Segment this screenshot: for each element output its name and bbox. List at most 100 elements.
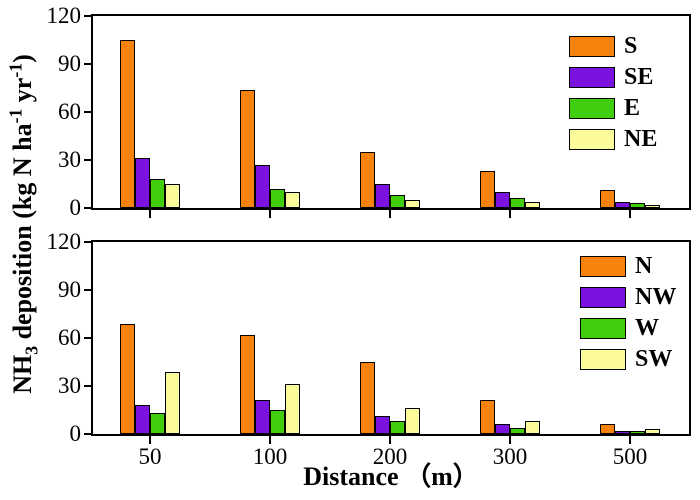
legend-swatch-W bbox=[580, 317, 626, 339]
x-tick-label-200: 200 bbox=[372, 444, 408, 469]
bar-NE-100m bbox=[285, 192, 300, 208]
bar-SE-300m bbox=[495, 192, 510, 208]
x-tick bbox=[509, 210, 511, 218]
x-tick bbox=[629, 210, 631, 218]
bar-NW-300m bbox=[495, 424, 510, 434]
x-tick bbox=[269, 436, 271, 444]
bar-E-300m bbox=[510, 198, 525, 208]
bar-N-300m bbox=[480, 400, 495, 434]
y-tick-label: 120 bbox=[46, 229, 82, 254]
y-tick-label: 0 bbox=[69, 421, 82, 446]
y-tick bbox=[84, 63, 91, 65]
bar-NW-500m bbox=[615, 431, 630, 434]
legend-entry-W: W bbox=[580, 315, 659, 341]
y-tick-label: 30 bbox=[58, 147, 81, 172]
legend-entry-S: S bbox=[569, 33, 637, 59]
bar-NW-200m bbox=[375, 416, 390, 434]
bar-SE-200m bbox=[375, 184, 390, 208]
y-tick bbox=[84, 385, 91, 387]
y-tick bbox=[84, 337, 91, 339]
x-tick-label-100: 100 bbox=[252, 444, 288, 469]
bar-NE-50m bbox=[165, 184, 180, 208]
bar-S-100m bbox=[240, 90, 255, 208]
bar-SW-50m bbox=[165, 372, 180, 434]
legend-label-NW: NW bbox=[635, 284, 677, 310]
bar-SW-200m bbox=[405, 408, 420, 434]
bar-NE-500m bbox=[645, 205, 660, 208]
bar-SW-500m bbox=[645, 429, 660, 434]
bar-W-50m bbox=[150, 413, 165, 434]
legend-label-W: W bbox=[635, 315, 659, 341]
legend-entry-E: E bbox=[569, 95, 640, 121]
y-tick bbox=[84, 159, 91, 161]
y-tick-label: 90 bbox=[58, 277, 81, 302]
bar-SE-50m bbox=[135, 158, 150, 208]
y-tick-label: 30 bbox=[58, 373, 81, 398]
y-tick bbox=[84, 241, 91, 243]
bar-S-50m bbox=[120, 40, 135, 208]
x-tick bbox=[629, 436, 631, 444]
y-tick-label: 0 bbox=[69, 195, 82, 220]
legend-entry-SE: SE bbox=[569, 64, 653, 90]
legend-label-E: E bbox=[624, 95, 641, 121]
bar-NW-100m bbox=[255, 400, 270, 434]
legend-swatch-SE bbox=[569, 66, 615, 88]
y-tick bbox=[84, 15, 91, 17]
legend-entry-SW: SW bbox=[580, 346, 672, 372]
legend-swatch-S bbox=[569, 35, 615, 57]
bar-SW-300m bbox=[525, 421, 540, 434]
bar-W-100m bbox=[270, 410, 285, 434]
y-tick bbox=[84, 289, 91, 291]
bar-NW-50m bbox=[135, 405, 150, 434]
y-tick-label: 120 bbox=[46, 3, 82, 28]
y-axis-title-part: -1 bbox=[5, 108, 26, 124]
bar-E-500m bbox=[630, 203, 645, 208]
bar-N-200m bbox=[360, 362, 375, 434]
y-tick bbox=[84, 433, 91, 435]
legend-label-S: S bbox=[624, 33, 638, 59]
y-tick-label: 90 bbox=[58, 51, 81, 76]
legend-swatch-SW bbox=[580, 348, 626, 370]
x-tick bbox=[149, 210, 151, 218]
y-tick bbox=[84, 207, 91, 209]
bar-S-300m bbox=[480, 171, 495, 208]
x-tick bbox=[149, 436, 151, 444]
legend-label-SE: SE bbox=[624, 64, 654, 90]
y-tick-label: 60 bbox=[58, 325, 81, 350]
bar-N-50m bbox=[120, 324, 135, 434]
lower-panel: 0 30 60 90 120 50 100 200 300 500 N NW W SW bbox=[47, 229, 691, 469]
bar-E-100m bbox=[270, 189, 285, 208]
bar-W-200m bbox=[390, 421, 405, 434]
x-tick bbox=[389, 210, 391, 218]
x-tick bbox=[269, 210, 271, 218]
legend-entry-NE: NE bbox=[569, 126, 657, 152]
legend-swatch-NE bbox=[569, 128, 615, 150]
legend-swatch-NW bbox=[580, 286, 626, 308]
x-tick-label-500: 500 bbox=[612, 444, 648, 469]
bar-NE-200m bbox=[405, 200, 420, 208]
y-axis-title-part: -1 bbox=[5, 62, 26, 78]
x-tick-label-50: 50 bbox=[138, 444, 162, 469]
x-tick-label-300: 300 bbox=[492, 444, 528, 469]
legend-label-SW: SW bbox=[635, 346, 673, 372]
y-tick bbox=[84, 111, 91, 113]
bar-SW-100m bbox=[285, 384, 300, 434]
x-tick bbox=[509, 436, 511, 444]
upper-panel: 0 30 60 90 120 S SE E NE bbox=[47, 3, 691, 220]
x-tick bbox=[389, 436, 391, 444]
bar-N-500m bbox=[600, 424, 615, 434]
y-tick-label: 60 bbox=[58, 99, 81, 124]
legend-entry-N: N bbox=[580, 253, 652, 279]
bar-SE-100m bbox=[255, 165, 270, 208]
legend-entry-NW: NW bbox=[580, 284, 676, 310]
legend-label-N: N bbox=[635, 253, 653, 279]
legend-swatch-N bbox=[580, 255, 626, 277]
bar-W-300m bbox=[510, 428, 525, 434]
bar-SE-500m bbox=[615, 202, 630, 208]
legend-label-NE: NE bbox=[624, 126, 658, 152]
bar-S-200m bbox=[360, 152, 375, 208]
bar-NE-300m bbox=[525, 202, 540, 208]
bar-E-200m bbox=[390, 195, 405, 208]
x-axis-title: Distance （m） bbox=[303, 462, 479, 491]
